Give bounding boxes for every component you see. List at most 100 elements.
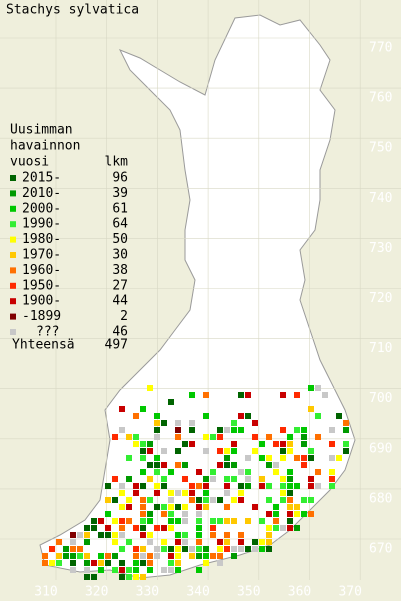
observation <box>273 462 279 468</box>
observation <box>231 427 237 433</box>
observation <box>252 434 258 440</box>
observation <box>154 427 160 433</box>
observation <box>91 560 97 566</box>
observation <box>238 497 244 503</box>
observation <box>112 497 118 503</box>
legend: Uusimman havainnon vuosi lkm Yhteensä 49… <box>10 123 128 353</box>
legend-label: 1970- <box>22 248 61 263</box>
observation <box>259 483 265 489</box>
legend-swatch <box>10 221 16 228</box>
observation <box>70 560 76 566</box>
observation <box>322 392 328 398</box>
observation <box>189 490 195 496</box>
observation <box>343 441 349 447</box>
observation <box>266 511 272 517</box>
legend-swatch <box>10 205 16 212</box>
legend-label: 1980- <box>22 232 61 247</box>
legend-label: 1900- <box>22 294 61 309</box>
observation <box>287 511 293 517</box>
observation <box>231 518 237 524</box>
observation <box>189 420 195 426</box>
observation <box>126 567 132 573</box>
observation <box>203 546 209 552</box>
observation <box>280 448 286 454</box>
observation <box>210 497 216 503</box>
observation <box>245 483 251 489</box>
observation <box>182 441 188 447</box>
observation <box>301 427 307 433</box>
observation <box>161 448 167 454</box>
observation <box>168 567 174 573</box>
observation <box>315 483 321 489</box>
observation <box>49 546 55 552</box>
observation <box>238 469 244 475</box>
legend-count: 96 <box>112 171 128 186</box>
observation <box>266 546 272 552</box>
observation <box>105 553 111 559</box>
observation <box>154 546 160 552</box>
observation <box>154 483 160 489</box>
legend-count: 46 <box>112 325 128 340</box>
observation <box>119 490 125 496</box>
observation <box>133 490 139 496</box>
observation <box>231 462 237 468</box>
observation <box>245 476 251 482</box>
observation <box>224 462 230 468</box>
observation <box>70 567 76 573</box>
observation <box>105 525 111 531</box>
observation <box>119 560 125 566</box>
observation <box>238 483 244 489</box>
observation <box>259 476 265 482</box>
observation <box>147 476 153 482</box>
observation <box>301 441 307 447</box>
observation <box>210 525 216 531</box>
observation <box>126 455 132 461</box>
legend-label: 1960- <box>22 263 61 278</box>
observation <box>203 434 209 440</box>
observation <box>147 518 153 524</box>
observation <box>329 441 335 447</box>
observation <box>266 525 272 531</box>
observation <box>280 483 286 489</box>
observation <box>77 532 83 538</box>
observation <box>147 560 153 566</box>
observation <box>168 518 174 524</box>
observation <box>182 539 188 545</box>
observation <box>133 441 139 447</box>
observation <box>238 546 244 552</box>
observation <box>287 525 293 531</box>
observation <box>70 553 76 559</box>
observation <box>252 504 258 510</box>
observation <box>161 511 167 517</box>
observation <box>105 532 111 538</box>
observation <box>63 546 69 552</box>
observation <box>168 553 174 559</box>
observation <box>119 546 125 552</box>
observation <box>147 462 153 468</box>
observation <box>91 574 97 580</box>
observation <box>105 483 111 489</box>
legend-total-label: Yhteensä <box>12 338 75 353</box>
observation <box>259 546 265 552</box>
observation <box>210 553 216 559</box>
observation <box>266 483 272 489</box>
observation <box>294 504 300 510</box>
observation <box>182 476 188 482</box>
observation <box>259 455 265 461</box>
observation <box>49 560 55 566</box>
observation <box>133 560 139 566</box>
observation <box>210 518 216 524</box>
observation <box>84 574 90 580</box>
observation <box>287 469 293 475</box>
observation <box>161 462 167 468</box>
observation <box>112 532 118 538</box>
observation <box>112 553 118 559</box>
observation <box>301 511 307 517</box>
grid-label: 370 <box>338 585 361 600</box>
observation <box>70 539 76 545</box>
observation <box>273 511 279 517</box>
observation <box>308 511 314 517</box>
observation <box>168 497 174 503</box>
observation <box>231 448 237 454</box>
observation <box>203 448 209 454</box>
